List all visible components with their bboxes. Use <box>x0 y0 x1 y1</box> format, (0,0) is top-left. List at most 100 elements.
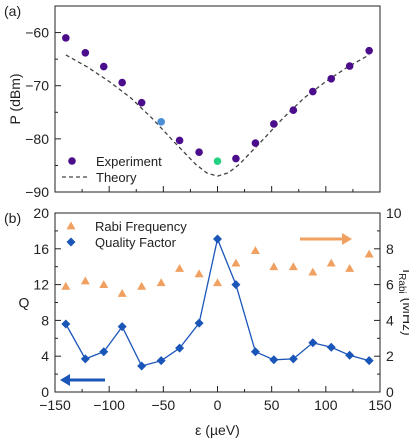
panel-a-label: (a) <box>4 3 21 19</box>
quality-factor-point <box>61 319 71 329</box>
experiment-point <box>270 120 278 128</box>
legend-theory-label: Theory <box>96 170 137 185</box>
experiment-point <box>99 62 108 71</box>
q-tick-label-8: 8 <box>41 312 49 328</box>
rabi-frequency-point <box>175 263 185 272</box>
q-tick-label-16: 16 <box>33 241 49 257</box>
quality-factor-point <box>194 318 204 328</box>
y-tick-label--70: −70 <box>25 78 49 94</box>
x-tick-label-50: 50 <box>264 397 280 413</box>
legend-experiment-label: Experiment <box>96 154 162 169</box>
rabi-frequency-point <box>288 262 298 271</box>
experiment-point <box>289 106 298 114</box>
rabi-frequency-point <box>213 278 222 287</box>
x-tick-label-100: 100 <box>314 397 338 413</box>
rabi-frequency-point <box>345 263 355 272</box>
quality-factor-point <box>156 356 166 366</box>
x-tick-label-0: 0 <box>214 397 222 413</box>
quality-factor-point <box>250 347 260 357</box>
quality-factor-point <box>213 234 222 244</box>
rabi-frequency-point <box>80 276 90 285</box>
experiment-point <box>175 136 184 145</box>
f-tick-label-4: 4 <box>386 312 394 328</box>
legend-quality-marker <box>66 237 76 247</box>
panel-a-legend: Experiment Theory <box>62 154 162 185</box>
x-tick-label-150: 150 <box>368 397 392 413</box>
f-tick-label-10: 10 <box>386 205 402 221</box>
left-axis-arrow <box>60 374 105 386</box>
f-tick-label-0: 0 <box>386 384 394 400</box>
x-tick-label--100: −100 <box>93 397 125 413</box>
legend-experiment-marker <box>68 157 76 165</box>
quality-factor-point <box>364 356 374 366</box>
quality-factor-point <box>80 354 90 364</box>
legend-quality-label: Quality Factor <box>95 235 177 250</box>
quality-factor-point <box>137 361 147 371</box>
panel-a-ticks: −90 −80 −70 −60 <box>25 5 381 200</box>
panel-b-ticks: 0 4 8 12 16 20 0 2 4 6 8 10 −150 −100 −50 0 50 100 150 <box>33 205 401 413</box>
left-arrow-head <box>60 374 70 386</box>
right-axis-label-subscript: Rabi <box>396 273 407 294</box>
experiment-point <box>213 157 222 165</box>
quality-factor-points <box>61 234 374 371</box>
legend-rabi-label: Rabi Frequency <box>95 219 187 234</box>
right-axis-arrow <box>300 233 352 245</box>
quality-factor-point <box>326 342 336 352</box>
panel-b-left-axis-label: Q <box>19 295 30 311</box>
right-axis-label-unit: (MHz) <box>400 294 409 336</box>
rabi-frequency-point <box>231 258 241 267</box>
experiment-point <box>309 87 317 96</box>
quality-factor-point <box>308 338 318 348</box>
quality-factor-point <box>288 354 298 364</box>
rabi-frequency-point <box>194 269 204 278</box>
q-tick-label-20: 20 <box>33 205 49 221</box>
quality-factor-point <box>117 322 127 332</box>
quality-factor-point <box>269 355 279 365</box>
experiment-point <box>251 139 260 147</box>
experiment-point <box>232 154 240 163</box>
experiment-point <box>345 62 354 70</box>
rabi-frequency-point <box>156 278 166 287</box>
y-tick-label--80: −80 <box>25 131 49 147</box>
rabi-frequency-point <box>308 267 318 276</box>
f-tick-label-6: 6 <box>386 277 394 293</box>
right-axis-label-main: f <box>400 269 409 273</box>
x-tick-label--150: −150 <box>39 397 71 413</box>
experiment-point <box>365 46 373 55</box>
panel-a-y-axis-label: P (dBm) <box>7 73 23 124</box>
experiment-point <box>81 48 90 57</box>
rabi-frequency-point <box>269 262 279 271</box>
quality-factor-point <box>175 343 185 353</box>
rabi-frequency-point <box>117 289 127 297</box>
rabi-frequency-point <box>61 281 71 290</box>
x-tick-label--50: −50 <box>151 397 175 413</box>
experiment-points <box>62 34 373 165</box>
panel-a: (a) −90 −80 −70 −60 P (dBm) Experiment Theo… <box>4 3 381 200</box>
quality-factor-line <box>65 236 370 367</box>
panel-b: (b) 0 4 8 12 16 20 0 2 4 6 8 10 −150 −100 −50 0 50 100 150… <box>4 205 409 438</box>
right-arrow-head <box>342 233 352 245</box>
panel-b-legend: Rabi Frequency Quality Factor <box>66 219 187 250</box>
rabi-frequency-point <box>250 246 260 254</box>
q-tick-label-4: 4 <box>41 348 49 364</box>
rabi-frequency-point <box>137 281 147 290</box>
quality-factor-point <box>99 347 109 357</box>
quality-factor-point <box>231 280 241 290</box>
rabi-frequency-points <box>61 246 374 297</box>
experiment-point <box>157 118 165 126</box>
quality-factor-point <box>345 350 355 360</box>
rabi-frequency-point <box>326 258 336 267</box>
f-tick-label-2: 2 <box>386 348 394 364</box>
q-tick-label-12: 12 <box>33 277 49 293</box>
experiment-point <box>137 98 146 107</box>
y-tick-label--90: −90 <box>25 184 49 200</box>
experiment-point <box>195 148 203 156</box>
experiment-point <box>327 75 336 83</box>
panel-b-label: (b) <box>4 210 21 226</box>
rabi-frequency-point <box>364 249 374 258</box>
experiment-point <box>118 78 126 87</box>
panel-b-right-axis-label: fRabi (MHz) <box>396 269 409 335</box>
y-tick-label--60: −60 <box>25 25 49 41</box>
legend-rabi-marker <box>66 221 76 230</box>
